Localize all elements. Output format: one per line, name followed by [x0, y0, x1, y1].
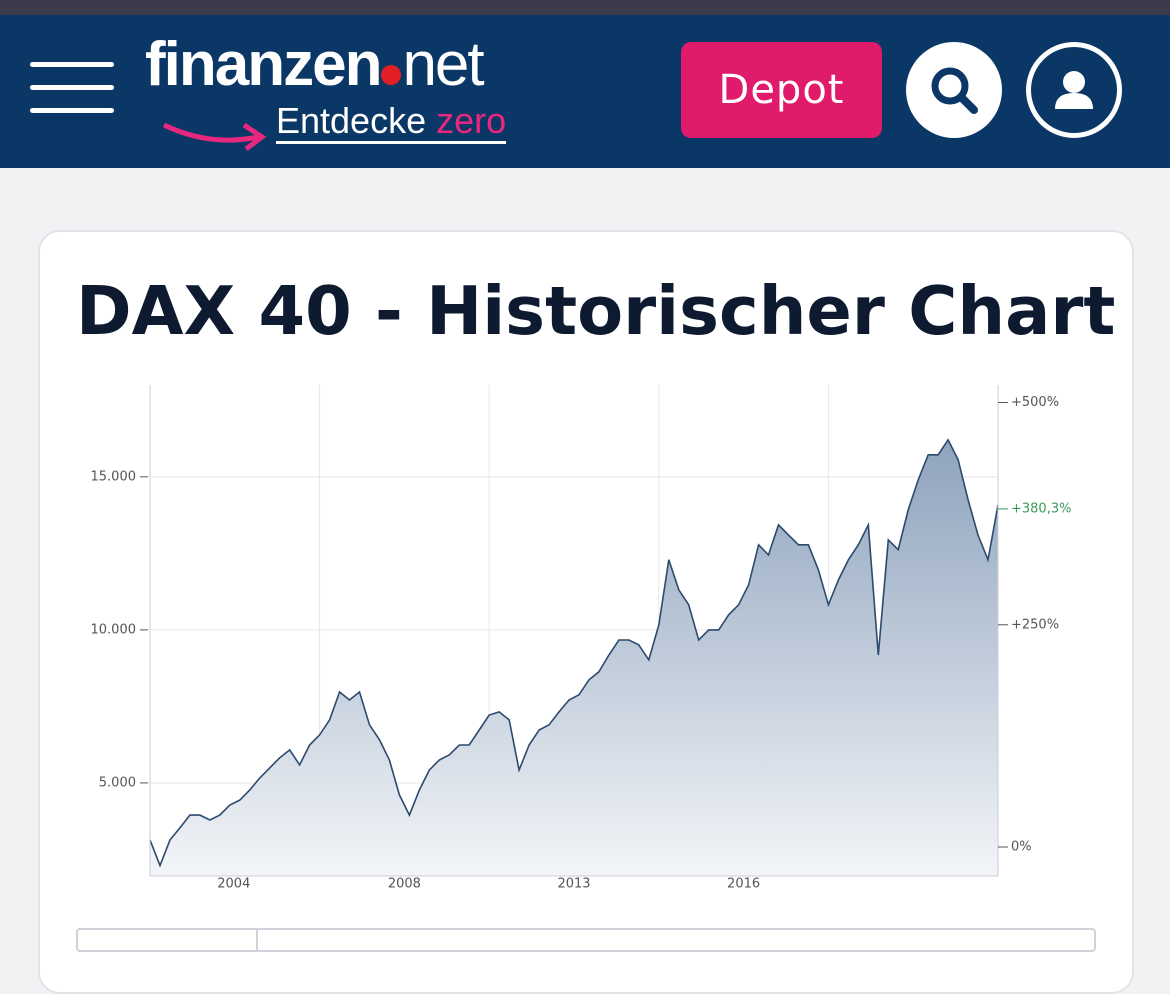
y2-tick-label: +250%	[1011, 617, 1059, 632]
header: finanzen net Entdecke zero Depot	[0, 15, 1170, 168]
search-button[interactable]	[906, 42, 1002, 138]
y-tick-label: 5.000	[99, 775, 136, 790]
chart-title: DAX 40 - Historischer Chart	[76, 272, 1116, 350]
x-tick-label: 2016	[727, 877, 760, 892]
status-bar	[0, 0, 1170, 15]
y-tick-label: 10.000	[91, 622, 137, 637]
y2-marker-label: +380,3%	[1011, 501, 1071, 516]
y2-tick-label: 0%	[1011, 840, 1032, 855]
logo[interactable]: finanzen net	[145, 30, 485, 99]
menu-button[interactable]	[30, 55, 114, 125]
arrow-icon	[162, 122, 267, 151]
y2-tick-label: +500%	[1011, 395, 1059, 410]
chart: 5.000 10.000 15.000 2004 2008 2013 2016 +500% +2…	[91, 385, 1071, 892]
y-tick-label: 15.000	[91, 469, 137, 484]
x-tick-label: 2004	[217, 877, 250, 892]
area	[150, 439, 998, 876]
tagline[interactable]: Entdecke zero	[276, 101, 507, 144]
x-tick-label: 2008	[388, 877, 421, 892]
depot-button[interactable]: Depot	[681, 42, 882, 138]
account-button[interactable]	[1026, 42, 1122, 138]
line	[149, 438, 999, 868]
x-tick-label: 2013	[557, 877, 590, 892]
